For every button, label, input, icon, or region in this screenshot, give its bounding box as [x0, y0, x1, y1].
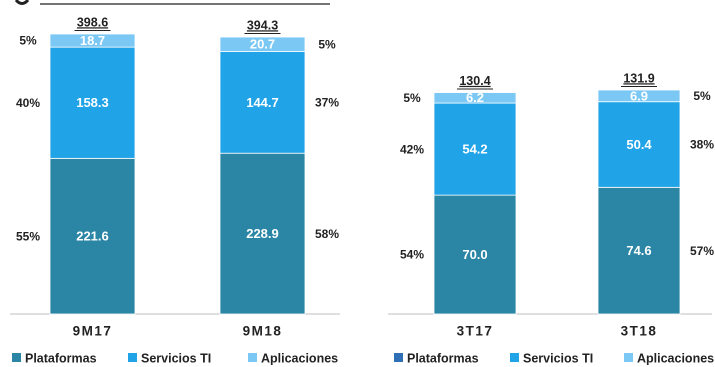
- category-label: 3T17: [457, 324, 494, 339]
- data-label-servicios-ti: 54.2: [462, 142, 487, 157]
- legend-swatch-plataformas: [12, 353, 21, 362]
- percent-label: 38%: [690, 138, 714, 152]
- data-label-servicios-ti: 144.7: [246, 95, 279, 110]
- data-label-servicios-ti: 50.4: [626, 137, 652, 152]
- data-label-plataformas: 228.9: [246, 226, 279, 241]
- category-label: 9M18: [243, 324, 283, 339]
- chart-9m: 221.6 55% 158.3 40% 18.7 5% 398.6 9M17 228.9 58% 1…: [10, 15, 340, 365]
- legend-label-servicios-ti: Servicios TI: [141, 351, 211, 365]
- cropped-title-fragment: [14, 0, 344, 6]
- percent-label: 54%: [400, 248, 424, 262]
- bar-segment-aplicaciones-9m18: [219, 36, 306, 52]
- legend-swatch-aplicaciones: [248, 353, 257, 362]
- data-label-plataformas: 221.6: [76, 229, 109, 244]
- percent-label: 5%: [19, 34, 37, 48]
- data-label-aplicaciones: 20.7: [250, 37, 275, 52]
- bar-total-label: 398.6: [77, 15, 108, 29]
- bar-total-label: 130.4: [459, 74, 490, 88]
- chart-3t: 70.0 54% 54.2 42% 6.2 5% 130.4 3T17 74.6 57% 50.4 3…: [388, 71, 714, 365]
- legend-swatch-aplicaciones: [624, 353, 633, 362]
- percent-label: 5%: [693, 89, 711, 103]
- data-label-aplicaciones: 6.2: [466, 90, 484, 105]
- category-label: 9M17: [73, 324, 113, 339]
- percent-label: 37%: [315, 96, 339, 110]
- data-label-servicios-ti: 158.3: [76, 95, 109, 110]
- bar-segment-aplicaciones-3t17: [433, 92, 517, 104]
- legend-label-servicios-ti: Servicios TI: [523, 351, 593, 365]
- data-label-plataformas: 74.6: [626, 243, 651, 258]
- percent-label: 57%: [690, 244, 714, 258]
- bar-segment-aplicaciones-3t18: [597, 89, 681, 103]
- legend-label-aplicaciones: Aplicaciones: [261, 351, 338, 365]
- bar-total-label: 131.9: [623, 71, 654, 85]
- legend-swatch-servicios-ti: [510, 353, 519, 362]
- percent-label: 55%: [16, 229, 40, 243]
- percent-label: 5%: [318, 37, 336, 51]
- percent-label: 58%: [315, 227, 339, 241]
- data-label-aplicaciones: 6.9: [630, 88, 648, 103]
- bar-segment-servicios-ti-3t18: [597, 101, 681, 188]
- legend-swatch-servicios-ti: [128, 353, 137, 362]
- bar-segment-plataformas-9m17: [49, 157, 136, 315]
- data-label-aplicaciones: 18.7: [80, 33, 105, 48]
- percent-label: 5%: [403, 91, 421, 105]
- percent-label: 40%: [16, 96, 40, 110]
- legend-label-plataformas: Plataformas: [25, 351, 97, 365]
- data-label-plataformas: 70.0: [462, 247, 487, 262]
- legend-label-plataformas: Plataformas: [407, 351, 479, 365]
- category-label: 3T18: [621, 324, 658, 339]
- bar-total-label: 394.3: [247, 18, 278, 32]
- bar-segment-plataformas-9m18: [219, 152, 306, 315]
- percent-label: 42%: [400, 142, 424, 156]
- bar-segment-plataformas-3t17: [433, 194, 517, 315]
- legend-swatch-plataformas: [394, 353, 403, 362]
- bar-segment-plataformas-3t18: [597, 186, 681, 315]
- legend-label-aplicaciones: Aplicaciones: [637, 351, 714, 365]
- bar-segment-aplicaciones-9m17: [49, 33, 136, 48]
